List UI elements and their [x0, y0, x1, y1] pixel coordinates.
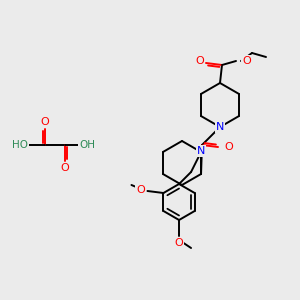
Text: N: N — [216, 122, 224, 132]
Text: O: O — [40, 117, 50, 127]
Text: O: O — [242, 56, 251, 66]
Text: O: O — [175, 238, 183, 248]
Text: HO: HO — [12, 140, 28, 150]
Text: O: O — [224, 142, 233, 152]
Text: O: O — [136, 185, 145, 195]
Text: O: O — [196, 56, 204, 66]
Text: O: O — [61, 163, 69, 173]
Text: OH: OH — [79, 140, 95, 150]
Text: N: N — [197, 146, 205, 156]
